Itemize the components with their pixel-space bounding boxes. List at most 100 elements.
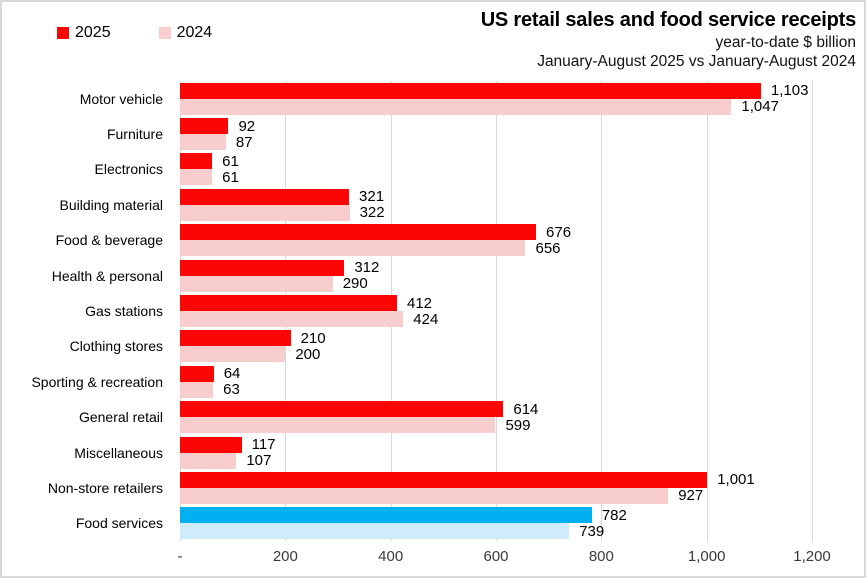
chart-row: Sporting & recreation 64 63	[2, 364, 864, 399]
legend-item-2024: 2024	[158, 24, 212, 42]
value-label-2024: 739	[579, 522, 605, 540]
value-label-2025: 321	[359, 188, 385, 206]
bar-pair: 1,103 1,047	[180, 81, 864, 116]
value-label-2025: 210	[300, 329, 326, 347]
value-label-2025: 1,001	[717, 471, 755, 489]
bar-2024	[180, 204, 350, 221]
chart-row: Furniture 92 87	[2, 116, 864, 151]
value-label-2024: 656	[535, 239, 561, 257]
value-label-2024: 63	[223, 381, 240, 399]
bar-2025	[180, 295, 397, 312]
category-label: Sporting & recreation	[31, 373, 163, 390]
gridline	[812, 81, 813, 541]
value-label-2025: 782	[601, 506, 627, 524]
bar-pair: 614 599	[180, 400, 864, 435]
x-axis-tick-label: 600	[483, 548, 509, 565]
bar-pair: 782 739	[180, 506, 864, 541]
value-label-2025: 64	[223, 365, 241, 383]
chart-subtitle-units: year-to-date $ billion	[715, 34, 856, 51]
value-label-2025: 61	[222, 152, 239, 170]
value-label-2025: 1,103	[770, 82, 809, 100]
value-label-2025: 614	[513, 400, 539, 418]
chart-row: Electronics 61 61	[2, 152, 864, 187]
value-label-2024: 61	[222, 168, 239, 186]
bar-pair: 210 200	[180, 329, 864, 364]
category-label: Clothing stores	[69, 338, 163, 355]
category-label: Non-store retailers	[47, 479, 163, 496]
chart-row: Miscellaneous 117 107	[2, 435, 864, 470]
x-axis-tick-label: 1,000	[687, 548, 726, 565]
chart-row: Food services 782 739	[2, 506, 864, 541]
category-label: Motor vehicle	[79, 90, 163, 107]
chart-subtitle-period: January-August 2025 vs January-August 20…	[537, 53, 856, 70]
bar-2025	[180, 224, 537, 241]
bar-2025	[180, 330, 291, 347]
bar-2025	[180, 365, 214, 382]
category-label: General retail	[78, 409, 163, 426]
bar-2024	[180, 240, 526, 257]
bar-2024	[180, 98, 732, 115]
plot-area: Motor vehicle 1,103 1,047 Furniture 92 87 Elec…	[2, 81, 864, 541]
value-label-2024: 322	[359, 204, 385, 222]
value-label-2024: 927	[678, 487, 704, 505]
bar-2024	[180, 523, 570, 540]
bar-2024	[180, 381, 214, 398]
bar-pair: 676 656	[180, 223, 864, 258]
legend-label-2025: 2025	[75, 24, 111, 41]
value-label-2025: 92	[238, 117, 256, 135]
bar-pair: 117 107	[180, 435, 864, 470]
chart-row: Clothing stores 210 200	[2, 329, 864, 364]
x-axis: - 200 400 600 800 1,000 1,200	[2, 548, 864, 570]
chart-row: Building material 321 322	[2, 187, 864, 222]
x-axis-tick-label: -	[177, 548, 183, 565]
bar-2024	[180, 275, 333, 292]
chart-row: Food & beverage 676 656	[2, 223, 864, 258]
bar-2025	[180, 471, 708, 488]
bar-2025	[180, 507, 592, 524]
title-block: US retail sales and food service receipt…	[480, 8, 857, 71]
bar-2024	[180, 417, 496, 434]
chart-title: US retail sales and food service receipt…	[480, 9, 857, 31]
bar-pair: 321 322	[180, 187, 864, 222]
value-label-2024: 599	[505, 416, 531, 434]
value-label-2025: 676	[546, 223, 572, 241]
value-label-2024: 290	[342, 275, 368, 293]
bar-2024	[180, 311, 404, 328]
bar-2024	[180, 487, 669, 504]
bar-2025	[180, 259, 345, 276]
gridline	[601, 81, 603, 541]
bar-2025	[180, 401, 504, 418]
value-label-2024: 1,047	[741, 98, 779, 116]
category-label: Furniture	[106, 126, 163, 143]
category-label: Gas stations	[85, 303, 163, 320]
legend: 2025 2024	[57, 24, 212, 42]
chart-rows: Motor vehicle 1,103 1,047 Furniture 92 87 Elec…	[2, 81, 864, 541]
value-label-2025: 412	[406, 294, 433, 312]
gridline	[706, 81, 708, 541]
x-axis-tick-label: 1,200	[793, 548, 831, 565]
bar-pair: 92 87	[180, 116, 864, 151]
x-axis-tick-label: 400	[378, 548, 404, 565]
gridline	[496, 81, 497, 541]
category-label: Electronics	[94, 161, 163, 178]
bar-2025	[180, 82, 761, 99]
x-axis-tick-label: 800	[588, 548, 614, 565]
category-label: Health & personal	[51, 267, 163, 284]
value-label-2024: 424	[413, 310, 439, 328]
value-label-2025: 117	[251, 436, 276, 454]
legend-swatch-2025-icon	[57, 27, 69, 39]
bar-2024	[180, 134, 226, 151]
x-axis-tick-label: 200	[272, 548, 298, 565]
bar-2024	[180, 346, 286, 363]
bar-pair: 312 290	[180, 258, 864, 293]
legend-item-2025: 2025	[57, 24, 111, 42]
chart-row: Motor vehicle 1,103 1,047	[2, 81, 864, 116]
category-label: Food services	[75, 515, 163, 532]
bar-pair: 64 63	[180, 364, 864, 399]
bar-2025	[180, 118, 229, 135]
bar-pair: 1,001 927	[180, 470, 864, 505]
bar-2024	[180, 452, 237, 469]
value-label-2025: 312	[354, 259, 380, 277]
value-label-2024: 107	[246, 452, 272, 470]
value-label-2024: 87	[235, 133, 253, 151]
